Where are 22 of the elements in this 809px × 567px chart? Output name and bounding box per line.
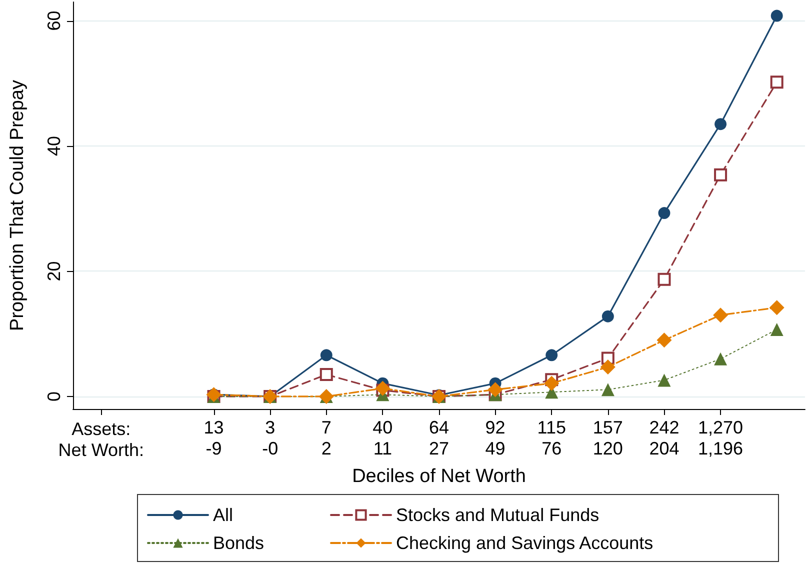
x-tick-label: 115 76 (537, 418, 566, 458)
legend-label: Bonds (213, 533, 264, 553)
text: Net Worth: (58, 440, 144, 460)
x-tick-label: 13 -9 (204, 418, 224, 458)
x-tick-label: 92 49 (485, 418, 506, 458)
legend-label: Stocks and Mutual Funds (396, 505, 600, 525)
x-tick-label: 64 27 (428, 418, 450, 458)
y-tick-label: 60 (44, 10, 64, 31)
x-tick-label: 7 2 (321, 418, 332, 458)
y-axis-title: Proportion That Could Prepay (7, 80, 28, 332)
text: Assets: (72, 419, 131, 439)
x-tick-label: 157 120 (592, 418, 623, 458)
x-tick-label: 1,270 1,196 (698, 418, 744, 458)
x-tick-label: 3 -0 (262, 418, 278, 458)
y-tick-label: 20 (44, 261, 64, 282)
legend-label: All (213, 505, 234, 525)
y-tick-label: 0 (44, 391, 64, 402)
x-axis-title: Deciles of Net Worth (352, 466, 526, 487)
y-tick-label: 40 (44, 136, 64, 156)
x-tick-label: 40 11 (372, 418, 393, 458)
legend-label: Checking and Savings Accounts (396, 533, 654, 553)
x-tick-label: 242 204 (649, 418, 680, 458)
